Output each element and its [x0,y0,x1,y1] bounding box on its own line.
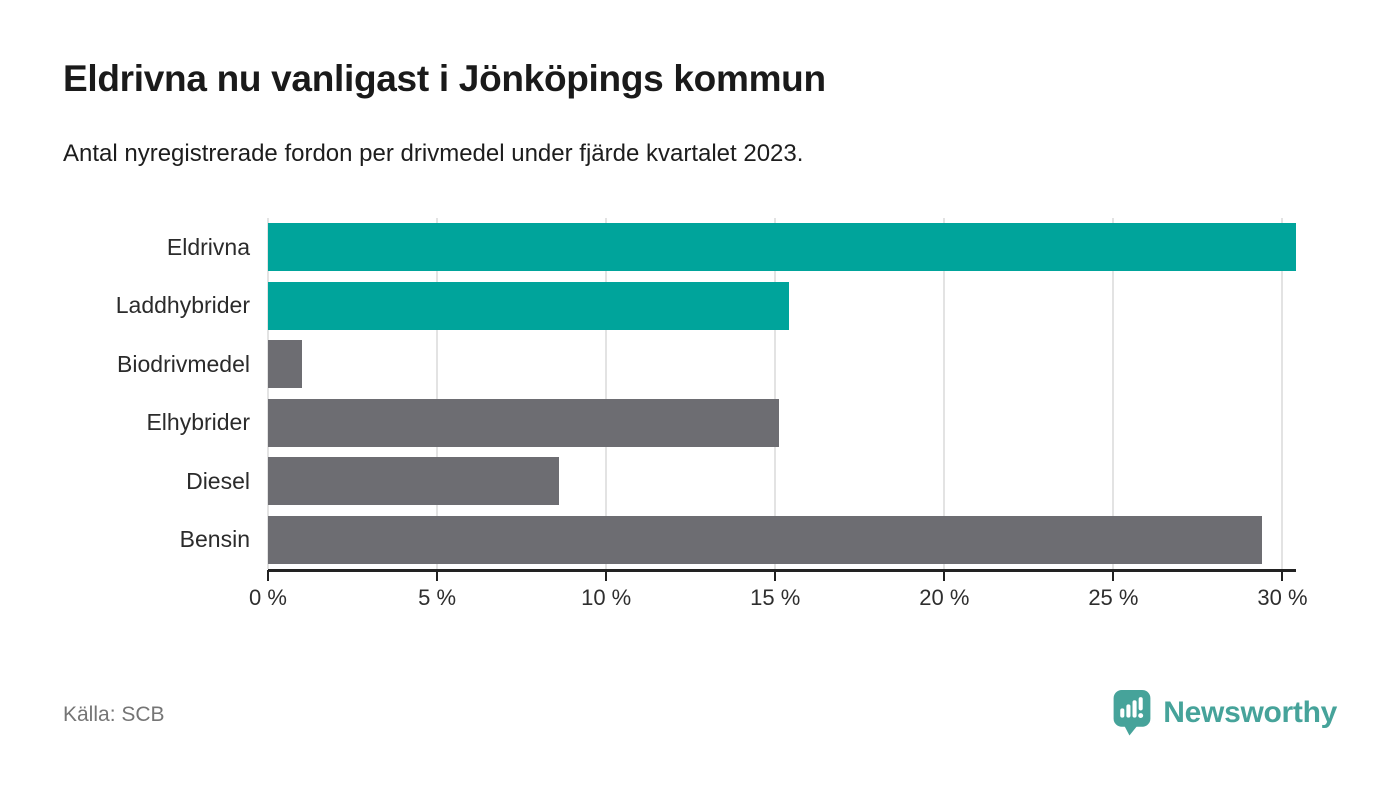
chart-subtitle: Antal nyregistrerade fordon per drivmede… [63,140,804,167]
gridline [1112,218,1115,569]
bar [268,223,1296,272]
bar-track [268,281,1296,330]
category-label: Elhybrider [146,409,250,436]
newsworthy-logo: Newsworthy [1112,689,1337,736]
newsworthy-logo-icon [1113,690,1151,736]
x-axis: 0 % 5 % 10 % 15 % 20 % 25 % 30 % [249,218,1308,618]
bar-track [268,340,1296,389]
bar-track [268,457,1296,506]
bar-row: Biodrivmedel [63,335,1296,394]
bar-track [268,398,1296,447]
category-label: Eldrivna [166,233,250,260]
category-label: Biodrivmedel [117,350,250,377]
axis-tick [436,570,439,581]
gridline [267,218,269,569]
bar [268,398,779,447]
bar-rows: Eldrivna Laddhybrider Biodrivmedel Elhybrid… [63,218,1296,569]
axis-tick-label: 20 % [919,585,970,610]
bar-row: Bensin [63,511,1296,570]
axis-tick [605,570,608,581]
gridline [1281,218,1284,569]
axis-tick [1281,570,1284,581]
gridline [605,218,608,569]
bar-row: Laddhybrider [63,277,1296,336]
bar-chart: Eldrivna Laddhybrider Biodrivmedel Elhybrid… [63,218,1308,618]
axis-tick [1112,570,1115,581]
axis-tick-label: 5 % [418,585,457,610]
axis-tick-label: 10 % [581,585,632,610]
bar [268,340,302,389]
gridline [943,218,946,569]
bar [268,515,1263,564]
chart-title: Eldrivna nu vanligast i Jönköpings kommu… [63,58,826,99]
axis-tick [267,570,269,581]
gridline [436,218,439,569]
bar-row: Diesel [63,452,1296,511]
axis-tick [943,570,946,581]
axis-tick-label: 30 % [1257,585,1308,610]
axis-tick-label: 0 % [249,585,287,610]
bar [268,457,559,506]
newsworthy-logo-text: Newsworthy [1163,695,1337,729]
source-label: Källa: SCB [63,703,165,726]
axis-tick-label: 15 % [750,585,801,610]
axis-tick [774,570,777,581]
category-label: Laddhybrider [115,292,250,319]
x-axis-line [268,569,1296,572]
bar [268,281,789,330]
bar-row: Eldrivna [63,218,1296,277]
bar-track [268,515,1296,564]
category-label: Bensin [179,526,250,553]
axis-tick-label: 25 % [1088,585,1139,610]
gridline [774,218,777,569]
gridline-layer [267,218,1296,569]
category-label: Diesel [186,467,250,494]
bar-row: Elhybrider [63,394,1296,453]
bar-track [268,223,1296,272]
